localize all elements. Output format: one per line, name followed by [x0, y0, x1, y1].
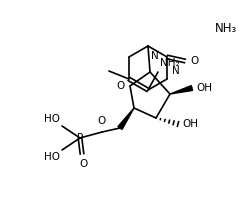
Text: O: O	[117, 81, 125, 91]
Text: N: N	[151, 51, 159, 61]
Polygon shape	[170, 86, 193, 94]
Text: NH₂: NH₂	[160, 58, 180, 68]
Text: OH: OH	[196, 83, 212, 93]
Text: NH₃: NH₃	[215, 22, 237, 35]
Text: N: N	[172, 66, 180, 76]
Text: O: O	[80, 159, 88, 169]
Text: OH: OH	[182, 119, 198, 129]
Text: HO: HO	[44, 152, 60, 162]
Text: HO: HO	[44, 114, 60, 124]
Text: O: O	[190, 56, 198, 66]
Text: O: O	[98, 116, 106, 126]
Polygon shape	[118, 108, 134, 129]
Text: P: P	[77, 133, 83, 143]
